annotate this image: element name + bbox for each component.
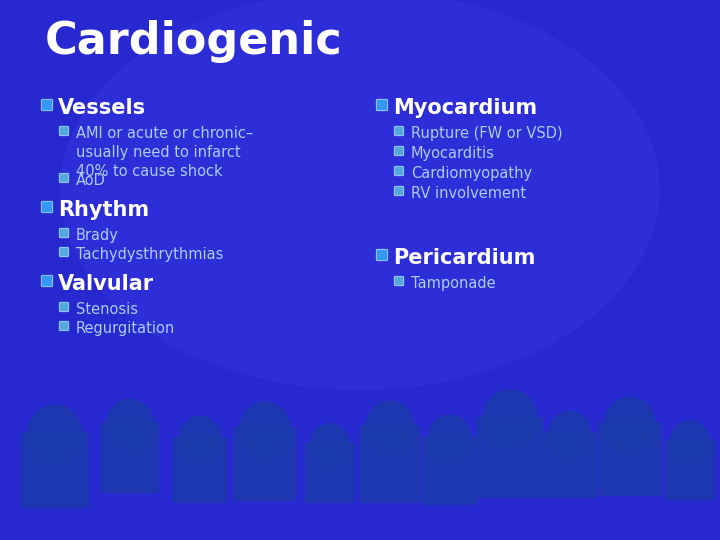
Ellipse shape <box>427 415 473 465</box>
FancyBboxPatch shape <box>476 417 544 498</box>
FancyBboxPatch shape <box>395 146 404 156</box>
Ellipse shape <box>604 396 656 454</box>
FancyBboxPatch shape <box>59 126 68 136</box>
FancyBboxPatch shape <box>422 437 478 505</box>
Ellipse shape <box>670 420 710 464</box>
Text: Tamponade: Tamponade <box>411 276 495 291</box>
FancyBboxPatch shape <box>173 437 228 503</box>
FancyBboxPatch shape <box>41 99 53 111</box>
Ellipse shape <box>239 401 291 458</box>
Text: RV involvement: RV involvement <box>411 186 526 201</box>
Text: Stenosis: Stenosis <box>76 302 138 317</box>
Text: Brady: Brady <box>76 228 119 243</box>
FancyBboxPatch shape <box>377 99 387 111</box>
Text: Tachydysthrythmias: Tachydysthrythmias <box>76 247 223 262</box>
FancyBboxPatch shape <box>395 126 404 136</box>
Text: Cardiomyopathy: Cardiomyopathy <box>411 166 532 181</box>
FancyBboxPatch shape <box>665 439 715 500</box>
Text: Rupture (FW or VSD): Rupture (FW or VSD) <box>411 126 562 141</box>
FancyBboxPatch shape <box>233 427 297 501</box>
FancyBboxPatch shape <box>41 201 53 213</box>
Ellipse shape <box>60 0 660 390</box>
FancyBboxPatch shape <box>543 432 597 498</box>
FancyBboxPatch shape <box>59 321 68 330</box>
Text: AMI or acute or chronic–
usually need to infarct
40% to cause shock: AMI or acute or chronic– usually need to… <box>76 126 253 179</box>
FancyBboxPatch shape <box>377 249 387 261</box>
Text: Myocarditis: Myocarditis <box>411 146 495 161</box>
FancyBboxPatch shape <box>395 276 404 286</box>
Ellipse shape <box>482 389 538 451</box>
Text: Cardiogenic: Cardiogenic <box>45 20 343 63</box>
FancyBboxPatch shape <box>59 302 68 312</box>
Text: AoD: AoD <box>76 173 106 188</box>
Ellipse shape <box>27 404 83 466</box>
FancyBboxPatch shape <box>21 432 89 508</box>
FancyBboxPatch shape <box>59 228 68 238</box>
Text: Regurgitation: Regurgitation <box>76 321 175 336</box>
FancyBboxPatch shape <box>59 173 68 183</box>
Text: Myocardium: Myocardium <box>393 98 537 118</box>
Ellipse shape <box>106 399 154 451</box>
FancyBboxPatch shape <box>395 166 404 176</box>
Ellipse shape <box>178 416 222 464</box>
Text: Pericardium: Pericardium <box>393 248 536 268</box>
FancyBboxPatch shape <box>41 275 53 287</box>
FancyBboxPatch shape <box>598 422 662 496</box>
FancyBboxPatch shape <box>59 247 68 256</box>
Text: Valvular: Valvular <box>58 274 154 294</box>
Ellipse shape <box>310 423 350 467</box>
FancyBboxPatch shape <box>359 425 420 503</box>
Text: Rhythm: Rhythm <box>58 200 149 220</box>
FancyBboxPatch shape <box>101 422 159 493</box>
FancyBboxPatch shape <box>395 186 404 195</box>
Ellipse shape <box>365 401 415 456</box>
Ellipse shape <box>548 411 592 459</box>
Text: Vessels: Vessels <box>58 98 146 118</box>
FancyBboxPatch shape <box>305 442 355 503</box>
